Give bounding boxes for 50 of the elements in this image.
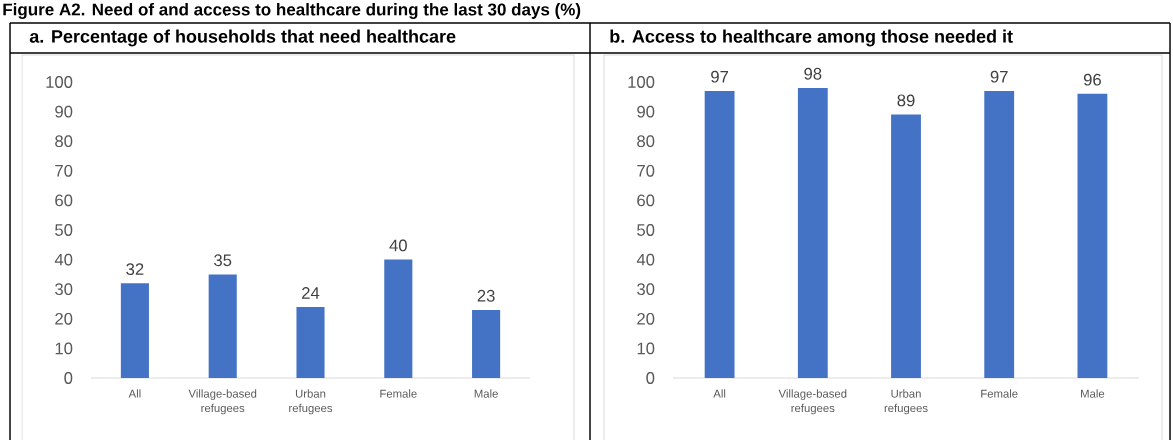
y-tick-label: 20	[637, 312, 655, 325]
data-label: 96	[1083, 73, 1101, 86]
y-tick-label: 10	[55, 342, 73, 355]
data-label: 89	[897, 94, 915, 107]
data-label: 98	[804, 67, 822, 80]
y-tick-label: 100	[628, 76, 655, 88]
y-tick-label: 60	[55, 194, 73, 207]
x-tick-label: Male	[1081, 389, 1105, 398]
chart-title: a. Percentage of households that need healthcare	[29, 29, 456, 47]
caption: Figure A2. Need of and access to healthcare during the last 30 days (%)	[3, 3, 581, 19]
y-tick-label: 70	[55, 164, 73, 177]
chart-title: b. Access to healthcare among those needed it	[610, 29, 1013, 47]
bar	[296, 306, 325, 378]
data-label: 32	[126, 263, 144, 276]
y-tick-label: 40	[54, 253, 73, 266]
y-tick-label: 90	[55, 105, 73, 118]
y-tick-label: 80	[637, 135, 655, 148]
y-tick-label: 90	[637, 105, 655, 118]
x-tick-label: Urban refugees	[884, 389, 928, 415]
bar	[120, 283, 149, 378]
y-tick-label: 50	[637, 224, 655, 236]
y-tick-label: 60	[637, 194, 655, 207]
y-tick-label: 30	[637, 283, 655, 296]
y-tick-label: 0	[646, 372, 655, 384]
x-tick-label: Village-based refugees	[778, 389, 847, 415]
data-label: 24	[302, 287, 320, 299]
data-label: 35	[214, 254, 232, 267]
y-tick-label: 70	[637, 164, 655, 177]
bar	[472, 309, 501, 378]
y-tick-label: 0	[64, 372, 73, 384]
y-tick-label: 30	[55, 283, 73, 296]
data-label: 40	[389, 239, 407, 252]
x-tick-label: All	[128, 389, 141, 398]
data-label: 97	[990, 70, 1008, 83]
x-tick-label: All	[713, 389, 726, 398]
x-tick-label: Urban refugees	[289, 389, 333, 415]
x-tick-label: Male	[474, 389, 498, 398]
data-label: 97	[711, 70, 729, 83]
bar	[384, 259, 413, 378]
y-tick-label: 100	[46, 76, 73, 88]
y-tick-label: 40	[636, 253, 655, 266]
data-label: 23	[477, 289, 495, 302]
y-tick-label: 80	[55, 135, 73, 148]
y-tick-label: 10	[637, 342, 655, 355]
y-tick-label: 20	[55, 312, 73, 325]
y-tick-label: 50	[55, 224, 73, 236]
x-tick-label: Village-based refugees	[188, 389, 257, 415]
bar	[208, 274, 237, 378]
x-tick-label: Female	[380, 389, 417, 398]
x-tick-label: Female	[981, 389, 1018, 398]
